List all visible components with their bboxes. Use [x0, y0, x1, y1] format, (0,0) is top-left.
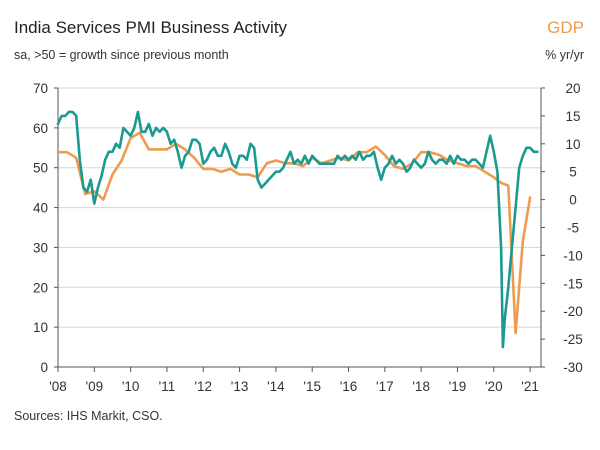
x-tick-label: '20 — [485, 379, 503, 394]
x-axis-ticks: '08 '09 '10 '11 '12 '13 '14 '15 '16 '17 '18 '19 '20 '… — [49, 367, 539, 394]
x-tick-label: '19 — [449, 379, 467, 394]
gdp-series-line — [56, 131, 532, 335]
x-tick-label: '09 — [86, 379, 104, 394]
series-layer — [56, 110, 539, 349]
x-tick-label: '16 — [340, 379, 358, 394]
x-tick-label: '11 — [159, 379, 176, 394]
x-tick-label: '21 — [521, 379, 539, 394]
gridlines — [58, 87, 541, 328]
right-tick-label: -10 — [563, 248, 583, 263]
chart-subtitle: sa, >50 = growth since previous month — [14, 48, 229, 62]
left-tick-label: 10 — [33, 320, 48, 335]
right-axis-title: GDP — [547, 18, 584, 37]
x-tick-label: '14 — [267, 379, 285, 394]
right-tick-label: -25 — [563, 332, 583, 347]
left-tick-label: 30 — [33, 240, 48, 255]
x-tick-label: '13 — [231, 379, 249, 394]
right-tick-label: 15 — [565, 109, 580, 124]
right-tick-label: 10 — [565, 137, 580, 152]
x-tick-label: '18 — [412, 379, 430, 394]
left-tick-label: 70 — [33, 81, 48, 96]
x-tick-label: '12 — [194, 379, 212, 394]
left-tick-label: 50 — [33, 161, 48, 176]
left-tick-label: 0 — [40, 360, 48, 375]
x-tick-label: '15 — [303, 379, 321, 394]
chart-title: India Services PMI Business Activity — [14, 18, 288, 37]
axes — [57, 88, 542, 368]
left-tick-label: 40 — [33, 201, 48, 216]
source-note: Sources: IHS Markit, CSO. — [14, 409, 163, 423]
x-tick-label: '08 — [49, 379, 67, 394]
right-axis-ticks: 20 15 10 5 0 -5 -10 -15 -20 -25 -30 — [541, 81, 583, 375]
pmi-series-line — [56, 110, 539, 349]
right-tick-label: -5 — [567, 221, 579, 236]
x-tick-label: '17 — [376, 379, 394, 394]
left-tick-label: 20 — [33, 280, 48, 295]
right-tick-label: -15 — [563, 276, 583, 291]
right-tick-label: 20 — [565, 81, 580, 96]
right-tick-label: -30 — [563, 360, 583, 375]
left-tick-label: 60 — [33, 121, 48, 136]
x-tick-label: '10 — [122, 379, 140, 394]
right-tick-label: 0 — [569, 193, 577, 208]
right-tick-label: -20 — [563, 304, 583, 319]
right-axis-subtitle: % yr/yr — [545, 48, 584, 62]
right-tick-label: 5 — [569, 165, 577, 180]
left-axis-ticks: 0 10 20 30 40 50 60 70 — [33, 81, 58, 375]
